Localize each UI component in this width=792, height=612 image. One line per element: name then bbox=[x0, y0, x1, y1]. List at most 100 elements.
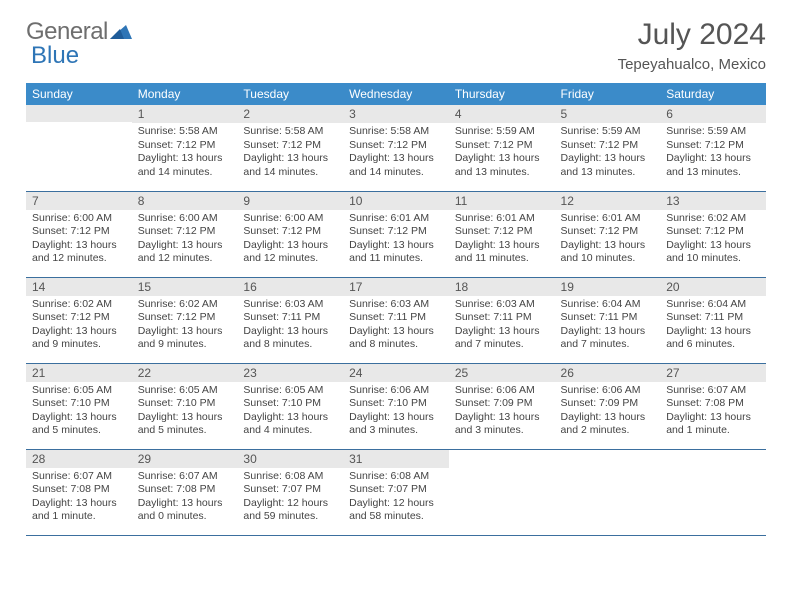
day-number bbox=[555, 450, 661, 467]
daylight-text-1: Daylight: 13 hours bbox=[32, 411, 126, 425]
calendar-week-row: 28Sunrise: 6:07 AMSunset: 7:08 PMDayligh… bbox=[26, 449, 766, 535]
sunset-text: Sunset: 7:10 PM bbox=[138, 397, 232, 411]
day-details: Sunrise: 5:59 AMSunset: 7:12 PMDaylight:… bbox=[660, 123, 766, 184]
sunset-text: Sunset: 7:12 PM bbox=[561, 225, 655, 239]
day-number: 27 bbox=[660, 364, 766, 382]
daylight-text-1: Daylight: 13 hours bbox=[666, 325, 760, 339]
day-number: 11 bbox=[449, 192, 555, 210]
daylight-text-1: Daylight: 13 hours bbox=[455, 152, 549, 166]
daylight-text-2: and 59 minutes. bbox=[243, 510, 337, 524]
brand-triangle-icon bbox=[110, 23, 132, 44]
calendar-day-cell: 14Sunrise: 6:02 AMSunset: 7:12 PMDayligh… bbox=[26, 277, 132, 363]
sunrise-text: Sunrise: 6:07 AM bbox=[32, 470, 126, 484]
sunset-text: Sunset: 7:10 PM bbox=[243, 397, 337, 411]
weekday-thursday: Thursday bbox=[449, 83, 555, 105]
daylight-text-1: Daylight: 13 hours bbox=[138, 325, 232, 339]
sunrise-text: Sunrise: 6:05 AM bbox=[32, 384, 126, 398]
sunrise-text: Sunrise: 6:00 AM bbox=[32, 212, 126, 226]
calendar-day-cell: 6Sunrise: 5:59 AMSunset: 7:12 PMDaylight… bbox=[660, 105, 766, 191]
daylight-text-1: Daylight: 13 hours bbox=[561, 325, 655, 339]
daylight-text-1: Daylight: 13 hours bbox=[349, 411, 443, 425]
day-details: Sunrise: 6:06 AMSunset: 7:10 PMDaylight:… bbox=[343, 382, 449, 443]
sunrise-text: Sunrise: 6:03 AM bbox=[349, 298, 443, 312]
sunset-text: Sunset: 7:11 PM bbox=[349, 311, 443, 325]
daylight-text-1: Daylight: 13 hours bbox=[666, 411, 760, 425]
calendar-day-cell: 9Sunrise: 6:00 AMSunset: 7:12 PMDaylight… bbox=[237, 191, 343, 277]
sunrise-text: Sunrise: 6:01 AM bbox=[349, 212, 443, 226]
daylight-text-1: Daylight: 13 hours bbox=[561, 239, 655, 253]
day-details: Sunrise: 6:04 AMSunset: 7:11 PMDaylight:… bbox=[555, 296, 661, 357]
calendar-week-row: 7Sunrise: 6:00 AMSunset: 7:12 PMDaylight… bbox=[26, 191, 766, 277]
sunset-text: Sunset: 7:07 PM bbox=[243, 483, 337, 497]
daylight-text-1: Daylight: 13 hours bbox=[138, 239, 232, 253]
sunset-text: Sunset: 7:12 PM bbox=[455, 225, 549, 239]
sunrise-text: Sunrise: 6:02 AM bbox=[32, 298, 126, 312]
day-details: Sunrise: 6:01 AMSunset: 7:12 PMDaylight:… bbox=[449, 210, 555, 271]
calendar-day-cell: 5Sunrise: 5:59 AMSunset: 7:12 PMDaylight… bbox=[555, 105, 661, 191]
sunset-text: Sunset: 7:10 PM bbox=[349, 397, 443, 411]
sunrise-text: Sunrise: 6:05 AM bbox=[138, 384, 232, 398]
daylight-text-1: Daylight: 13 hours bbox=[349, 325, 443, 339]
weekday-monday: Monday bbox=[132, 83, 238, 105]
daylight-text-2: and 14 minutes. bbox=[138, 166, 232, 180]
weekday-wednesday: Wednesday bbox=[343, 83, 449, 105]
calendar-day-cell bbox=[555, 449, 661, 535]
sunset-text: Sunset: 7:12 PM bbox=[349, 139, 443, 153]
calendar-week-row: 21Sunrise: 6:05 AMSunset: 7:10 PMDayligh… bbox=[26, 363, 766, 449]
sunrise-text: Sunrise: 6:04 AM bbox=[561, 298, 655, 312]
calendar-day-cell: 18Sunrise: 6:03 AMSunset: 7:11 PMDayligh… bbox=[449, 277, 555, 363]
sunrise-text: Sunrise: 5:59 AM bbox=[561, 125, 655, 139]
daylight-text-2: and 10 minutes. bbox=[666, 252, 760, 266]
calendar-page: General July 2024 Tepeyahualco, Mexico B… bbox=[0, 0, 792, 554]
calendar-day-cell: 11Sunrise: 6:01 AMSunset: 7:12 PMDayligh… bbox=[449, 191, 555, 277]
calendar-day-cell: 24Sunrise: 6:06 AMSunset: 7:10 PMDayligh… bbox=[343, 363, 449, 449]
day-number: 16 bbox=[237, 278, 343, 296]
day-details: Sunrise: 6:02 AMSunset: 7:12 PMDaylight:… bbox=[660, 210, 766, 271]
calendar-day-cell: 19Sunrise: 6:04 AMSunset: 7:11 PMDayligh… bbox=[555, 277, 661, 363]
day-details: Sunrise: 6:08 AMSunset: 7:07 PMDaylight:… bbox=[343, 468, 449, 529]
daylight-text-1: Daylight: 13 hours bbox=[561, 152, 655, 166]
sunrise-text: Sunrise: 6:07 AM bbox=[138, 470, 232, 484]
daylight-text-1: Daylight: 13 hours bbox=[349, 239, 443, 253]
daylight-text-2: and 3 minutes. bbox=[455, 424, 549, 438]
daylight-text-1: Daylight: 13 hours bbox=[138, 411, 232, 425]
day-details: Sunrise: 6:02 AMSunset: 7:12 PMDaylight:… bbox=[26, 296, 132, 357]
day-details: Sunrise: 6:00 AMSunset: 7:12 PMDaylight:… bbox=[132, 210, 238, 271]
daylight-text-1: Daylight: 13 hours bbox=[32, 239, 126, 253]
day-details: Sunrise: 6:03 AMSunset: 7:11 PMDaylight:… bbox=[343, 296, 449, 357]
daylight-text-1: Daylight: 13 hours bbox=[349, 152, 443, 166]
calendar-day-cell: 23Sunrise: 6:05 AMSunset: 7:10 PMDayligh… bbox=[237, 363, 343, 449]
day-number: 10 bbox=[343, 192, 449, 210]
sunset-text: Sunset: 7:12 PM bbox=[666, 225, 760, 239]
daylight-text-2: and 9 minutes. bbox=[32, 338, 126, 352]
calendar-day-cell bbox=[449, 449, 555, 535]
sunrise-text: Sunrise: 6:06 AM bbox=[561, 384, 655, 398]
day-details: Sunrise: 5:58 AMSunset: 7:12 PMDaylight:… bbox=[132, 123, 238, 184]
calendar-day-cell: 16Sunrise: 6:03 AMSunset: 7:11 PMDayligh… bbox=[237, 277, 343, 363]
calendar-day-cell: 1Sunrise: 5:58 AMSunset: 7:12 PMDaylight… bbox=[132, 105, 238, 191]
sunrise-text: Sunrise: 5:59 AM bbox=[666, 125, 760, 139]
day-details: Sunrise: 6:07 AMSunset: 7:08 PMDaylight:… bbox=[26, 468, 132, 529]
day-number: 25 bbox=[449, 364, 555, 382]
calendar-day-cell: 12Sunrise: 6:01 AMSunset: 7:12 PMDayligh… bbox=[555, 191, 661, 277]
calendar-day-cell: 17Sunrise: 6:03 AMSunset: 7:11 PMDayligh… bbox=[343, 277, 449, 363]
sunset-text: Sunset: 7:12 PM bbox=[32, 311, 126, 325]
calendar-day-cell: 8Sunrise: 6:00 AMSunset: 7:12 PMDaylight… bbox=[132, 191, 238, 277]
calendar-day-cell: 28Sunrise: 6:07 AMSunset: 7:08 PMDayligh… bbox=[26, 449, 132, 535]
weekday-saturday: Saturday bbox=[660, 83, 766, 105]
day-details: Sunrise: 6:01 AMSunset: 7:12 PMDaylight:… bbox=[343, 210, 449, 271]
sunrise-text: Sunrise: 6:04 AM bbox=[666, 298, 760, 312]
calendar-day-cell: 10Sunrise: 6:01 AMSunset: 7:12 PMDayligh… bbox=[343, 191, 449, 277]
calendar-table: Sunday Monday Tuesday Wednesday Thursday… bbox=[26, 83, 766, 536]
sunset-text: Sunset: 7:09 PM bbox=[455, 397, 549, 411]
daylight-text-2: and 12 minutes. bbox=[243, 252, 337, 266]
daylight-text-1: Daylight: 13 hours bbox=[455, 325, 549, 339]
sunrise-text: Sunrise: 5:58 AM bbox=[243, 125, 337, 139]
day-number: 4 bbox=[449, 105, 555, 123]
brand-word-blue: Blue bbox=[31, 42, 79, 69]
sunrise-text: Sunrise: 6:03 AM bbox=[455, 298, 549, 312]
daylight-text-1: Daylight: 13 hours bbox=[243, 152, 337, 166]
daylight-text-2: and 14 minutes. bbox=[349, 166, 443, 180]
calendar-day-cell: 4Sunrise: 5:59 AMSunset: 7:12 PMDaylight… bbox=[449, 105, 555, 191]
sunrise-text: Sunrise: 6:05 AM bbox=[243, 384, 337, 398]
